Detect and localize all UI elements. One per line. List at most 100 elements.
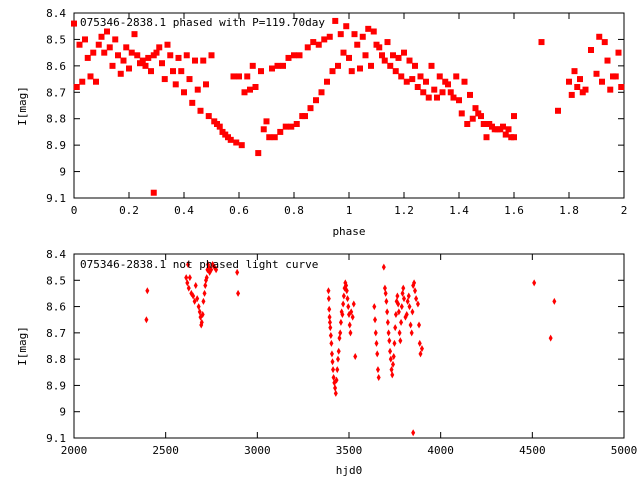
phased-data-point <box>277 128 284 135</box>
phased-data-point <box>238 142 245 149</box>
phased-data-point <box>425 94 432 101</box>
unphased-data-point <box>348 329 353 337</box>
unphased-data-point <box>410 308 415 316</box>
phased-data-point <box>216 123 223 130</box>
phased-data-point <box>90 49 97 56</box>
phased-data-point <box>156 44 163 51</box>
unphased-data-point <box>418 350 423 358</box>
phased-data-point <box>115 52 121 59</box>
phased-data-point <box>615 49 622 56</box>
phased-data-point <box>128 49 135 56</box>
unphased-data-point <box>412 279 417 287</box>
phased-data-point <box>142 62 149 69</box>
unphased-data-point <box>350 313 355 321</box>
unphased-data-point <box>396 300 401 308</box>
phased-data-point <box>464 121 471 127</box>
phased-y-tick-label: 8.7 <box>46 86 66 99</box>
unphased-y-tick-label: 8.6 <box>46 301 66 314</box>
unphased-y-tick-label: 8.4 <box>46 248 66 261</box>
phased-data-point <box>392 68 399 75</box>
unphased-data-point <box>398 337 403 345</box>
unphased-data-point <box>201 297 206 305</box>
unphased-data-point <box>390 371 395 379</box>
phased-data-point <box>395 54 402 61</box>
unphased-data-point <box>345 295 350 303</box>
phased-data-point <box>271 134 278 141</box>
phased-data-point <box>346 54 352 61</box>
phased-data-point <box>101 49 108 56</box>
phased-y-axis-label: I[mag] <box>16 86 29 126</box>
phased-y-tick-label: 9 <box>59 166 66 179</box>
phased-x-tick-label: 1.8 <box>559 204 579 217</box>
phased-data-point <box>106 44 113 51</box>
phased-data-point <box>291 52 297 59</box>
unphased-data-point <box>399 318 404 326</box>
unphased-data-point <box>532 279 537 287</box>
unphased-data-point <box>409 329 414 337</box>
unphased-data-point <box>191 292 196 300</box>
phased-x-tick-label: 1 <box>346 204 353 217</box>
unphased-data-point <box>376 374 381 382</box>
phased-data-point <box>357 65 363 72</box>
phased-data-point <box>420 89 427 96</box>
unphased-data-point <box>391 360 395 368</box>
phased-data-point <box>76 41 83 48</box>
unphased-data-point <box>186 284 191 292</box>
unphased-y-tick-label: 8.8 <box>46 353 66 366</box>
phased-data-point <box>172 81 179 88</box>
phased-data-point <box>181 89 187 96</box>
phased-data-point <box>599 78 605 85</box>
phased-data-point <box>197 107 204 114</box>
phased-data-point <box>82 36 88 43</box>
phased-data-point <box>324 78 330 85</box>
phased-data-point <box>362 52 369 59</box>
phased-data-point <box>282 123 289 130</box>
phased-y-tick-label: 8.4 <box>46 7 66 20</box>
unphased-data-point <box>341 292 346 300</box>
unphased-data-point <box>395 292 400 300</box>
phased-data-point <box>112 36 119 43</box>
phased-data-point <box>574 84 581 90</box>
unphased-data-point <box>331 374 336 382</box>
phased-data-point <box>417 73 424 80</box>
phased-x-tick-label: 2 <box>621 204 628 217</box>
unphased-data-point <box>187 274 192 282</box>
unphased-data-point <box>404 310 409 318</box>
phased-data-point <box>505 126 512 133</box>
phased-data-point <box>398 73 405 80</box>
phased-data-point <box>384 39 391 46</box>
phased-data-point <box>260 126 267 133</box>
phased-data-point <box>566 78 572 85</box>
phased-data-point <box>139 57 146 64</box>
unphased-y-tick-label: 9 <box>59 406 66 419</box>
phased-data-point <box>189 99 196 106</box>
unphased-data-point <box>196 303 201 311</box>
unphased-data-point <box>185 279 190 287</box>
unphased-data-point <box>385 318 390 326</box>
phased-data-point <box>285 54 292 61</box>
phased-data-point <box>447 89 454 96</box>
unphased-data-point <box>209 266 214 274</box>
unphased-data-point <box>411 429 416 437</box>
phased-data-point <box>230 73 237 80</box>
unphased-data-point <box>387 337 392 345</box>
phased-data-point <box>428 62 435 69</box>
phased-data-point <box>423 78 429 85</box>
phased-data-point <box>227 136 234 143</box>
phased-y-tick-label: 8.9 <box>46 139 66 152</box>
phased-data-point <box>117 70 124 77</box>
phased-data-point <box>483 134 490 141</box>
phased-data-point <box>280 62 286 69</box>
phased-data-point <box>123 44 130 51</box>
phased-data-point <box>71 20 77 27</box>
unphased-data-point <box>346 303 351 311</box>
unphased-data-point <box>385 308 390 316</box>
unphased-data-point <box>331 366 336 374</box>
unphased-data-point <box>373 316 378 324</box>
phased-data-point <box>571 68 578 75</box>
phased-points <box>71 17 625 196</box>
unphased-y-tick-label: 8.9 <box>46 379 66 392</box>
phased-data-point <box>104 28 110 35</box>
phased-data-point <box>450 94 457 101</box>
unphased-x-tick-label: 2500 <box>152 444 179 457</box>
